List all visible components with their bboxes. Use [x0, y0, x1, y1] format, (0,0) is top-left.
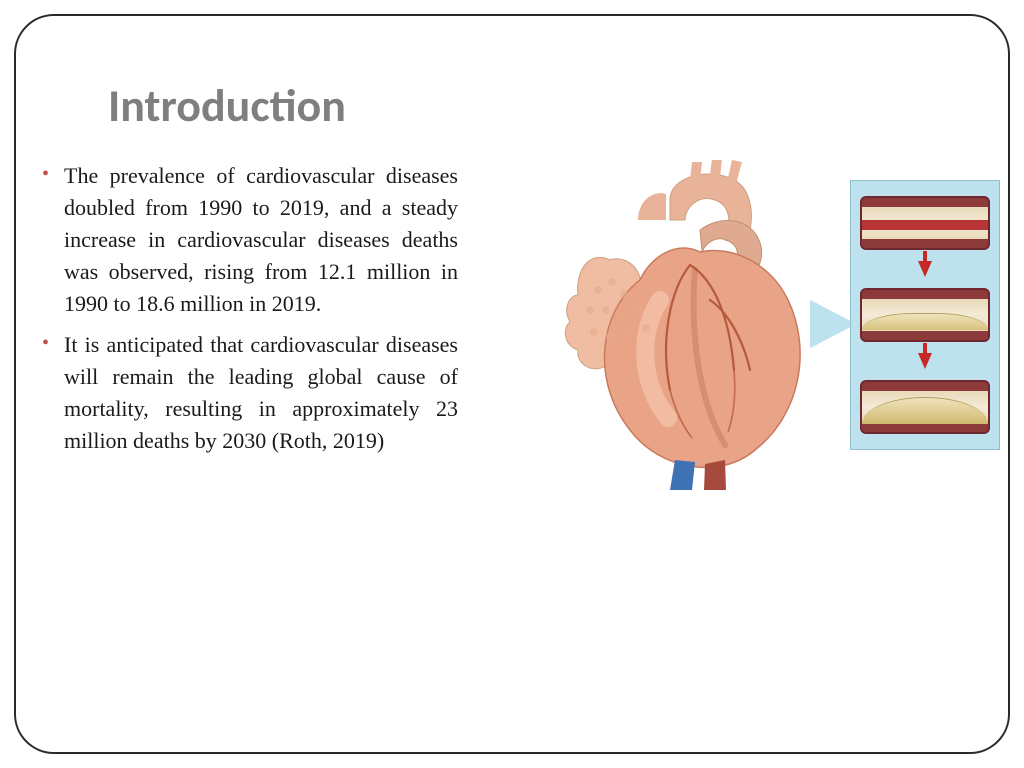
artery-stage-2	[860, 288, 990, 342]
slide-title: Introduction	[108, 78, 346, 134]
body-text: The prevalence of cardiovascular disease…	[38, 160, 458, 467]
artery-stage-3	[860, 380, 990, 434]
slide: Introduction The prevalence of cardiovas…	[0, 0, 1024, 768]
heart-figure	[510, 160, 1000, 490]
bullet-item: It is anticipated that cardiovascular di…	[38, 329, 458, 457]
bullet-item: The prevalence of cardiovascular disease…	[38, 160, 458, 319]
down-arrow-icon	[918, 353, 932, 369]
down-arrow-icon	[918, 261, 932, 277]
artery-stage-1	[860, 196, 990, 250]
artery-progression-panel	[850, 180, 1000, 450]
